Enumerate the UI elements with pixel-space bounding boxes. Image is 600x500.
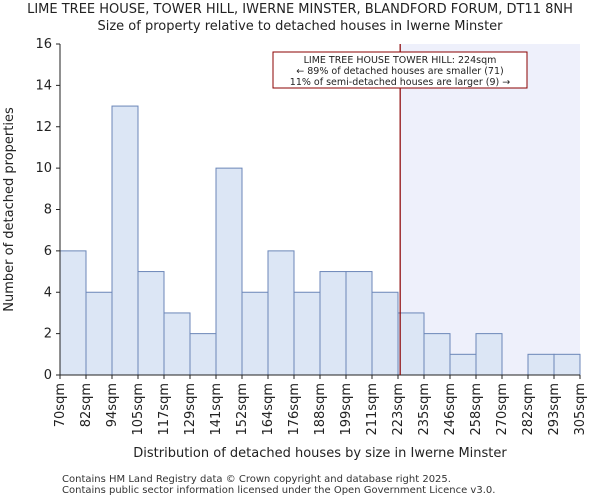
histogram-bar	[293, 291, 321, 376]
histogram-bar	[527, 353, 555, 376]
histogram-bar	[449, 353, 477, 376]
x-tick-label: 188sqm	[313, 383, 328, 436]
y-tick-label: 4	[44, 285, 52, 300]
x-tick-label: 176sqm	[287, 383, 302, 436]
y-tick-label: 16	[35, 37, 52, 52]
footer-licence: Contains public sector information licen…	[62, 485, 496, 496]
histogram-bar	[267, 250, 295, 376]
annotation-box	[272, 51, 528, 89]
x-tick-label: 223sqm	[391, 383, 406, 436]
x-tick-label: 235sqm	[417, 383, 432, 436]
x-tick-label: 199sqm	[339, 383, 354, 436]
histogram-chart: 0 2 4 6 8 10 12 14 16 70sqm 82sqm 94sqm 105sqm 117sqm…	[2, 37, 588, 461]
histogram-bar	[215, 167, 243, 376]
x-tick-label: 129sqm	[183, 383, 198, 436]
histogram-bar	[241, 291, 269, 376]
histogram-bar	[475, 333, 503, 376]
histogram-bar	[163, 312, 191, 376]
y-tick-label: 14	[35, 78, 52, 93]
x-tick-label: 117sqm	[157, 383, 172, 436]
histogram-bar	[85, 291, 113, 376]
y-tick-label: 12	[35, 120, 52, 135]
y-tick-label: 8	[44, 203, 52, 218]
x-tick-label: 152sqm	[235, 383, 250, 436]
x-tick-label: 164sqm	[261, 383, 276, 436]
x-tick-label: 94sqm	[105, 383, 120, 427]
y-tick-label: 10	[35, 161, 52, 176]
histogram-bar	[319, 271, 347, 376]
chart-title: LIME TREE HOUSE, TOWER HILL, IWERNE MINS…	[27, 2, 573, 17]
x-tick-label: 211sqm	[365, 383, 380, 436]
annotation-text: LIME TREE HOUSE TOWER HILL: 224sqm	[304, 55, 497, 66]
footer-copyright: Contains HM Land Registry data © Crown c…	[62, 474, 451, 485]
x-tick-label: 258sqm	[469, 383, 484, 436]
histogram-bar	[397, 312, 425, 376]
histogram-bar	[371, 291, 399, 376]
x-tick-label: 70sqm	[53, 383, 68, 427]
y-tick-label: 6	[44, 244, 52, 259]
shaded-region	[400, 44, 580, 375]
x-tick-label: 305sqm	[573, 383, 588, 436]
histogram-bar	[137, 271, 165, 376]
histogram-bar	[553, 353, 581, 376]
x-tick-label: 82sqm	[79, 383, 94, 427]
annotation-text: ← 89% of detached houses are smaller (71…	[296, 66, 503, 77]
x-tick-label: 282sqm	[521, 383, 536, 436]
y-tick-label: 2	[44, 327, 52, 342]
x-tick-label: 270sqm	[495, 383, 510, 436]
annotation-text: 11% of semi-detached houses are larger (…	[290, 77, 510, 88]
histogram-bar	[189, 333, 217, 376]
histogram-bar	[111, 105, 139, 376]
histogram-bar	[59, 250, 87, 376]
histogram-bar	[423, 333, 451, 376]
y-tick-label: 0	[44, 368, 52, 383]
x-tick-label: 246sqm	[443, 383, 458, 436]
y-axis-title: Number of detached properties	[2, 107, 17, 312]
x-tick-label: 105sqm	[131, 383, 146, 436]
histogram-bar	[345, 271, 373, 376]
x-tick-label: 293sqm	[547, 383, 562, 436]
x-axis-title: Distribution of detached houses by size …	[133, 446, 507, 461]
x-tick-label: 141sqm	[209, 383, 224, 436]
chart-subtitle: Size of property relative to detached ho…	[97, 19, 503, 34]
